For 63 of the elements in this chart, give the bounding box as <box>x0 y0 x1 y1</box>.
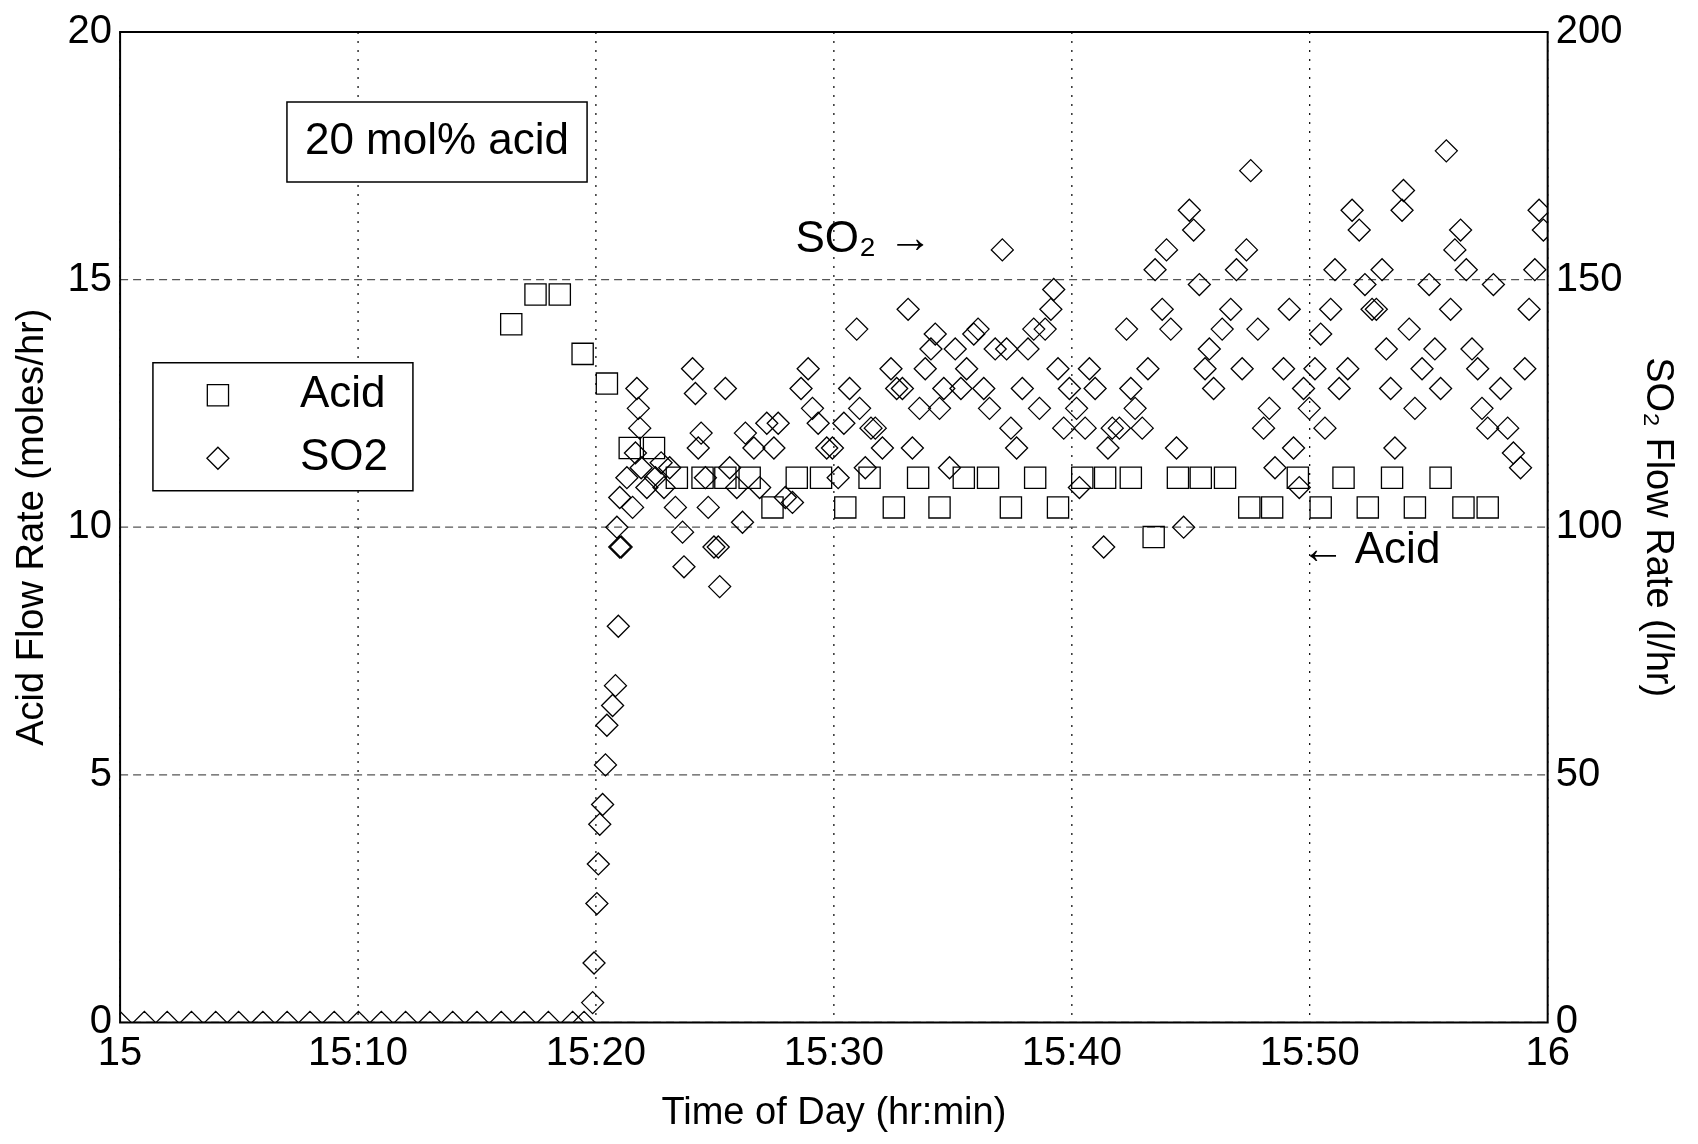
point <box>761 496 784 519</box>
point <box>906 466 930 489</box>
point <box>1213 466 1237 489</box>
point <box>834 496 857 519</box>
y2-tick-label: 200 <box>1555 7 1623 52</box>
point <box>1452 496 1475 519</box>
y2-axis-title: SO₂ Flow Rate (l/hr) <box>1638 357 1681 698</box>
point <box>809 466 833 489</box>
legend-label: SO2 <box>299 430 388 480</box>
y2-tick-label: 100 <box>1555 502 1623 547</box>
y-tick-label: 5 <box>89 749 113 794</box>
point <box>1476 496 1499 519</box>
x-axis-title: Time of Day (hr:min) <box>661 1089 1007 1132</box>
x-tick-label: 15:30 <box>783 1029 884 1074</box>
x-tick-label: 15:20 <box>545 1029 646 1074</box>
point <box>714 466 737 489</box>
point <box>1142 525 1165 549</box>
point <box>595 372 619 395</box>
annotation: 20 mol% acid <box>304 114 570 164</box>
x-tick-label: 15:10 <box>308 1029 409 1074</box>
point <box>785 466 809 489</box>
annotation: SO₂ → <box>795 212 933 262</box>
point <box>691 466 714 489</box>
point <box>618 436 641 460</box>
point <box>1309 496 1332 519</box>
point <box>1332 466 1355 489</box>
y2-tick-label: 50 <box>1555 749 1601 794</box>
point <box>1260 496 1284 519</box>
point <box>882 496 906 519</box>
x-tick-label: 15:50 <box>1259 1029 1360 1074</box>
point <box>1380 466 1404 489</box>
y-tick-label: 20 <box>67 7 113 52</box>
y-axis-title: Acid Flow Rate (moles/hr) <box>9 308 52 746</box>
y-tick-label: 10 <box>67 502 113 547</box>
point <box>738 466 761 489</box>
point <box>524 283 547 306</box>
point <box>1403 496 1427 519</box>
point <box>665 466 689 489</box>
point <box>1166 466 1190 489</box>
point <box>928 496 951 519</box>
point <box>1023 466 1047 489</box>
point <box>1119 466 1143 489</box>
point <box>976 466 1000 489</box>
point <box>1046 496 1070 519</box>
point <box>1429 466 1452 489</box>
point <box>1071 466 1094 489</box>
y2-tick-label: 150 <box>1555 254 1623 299</box>
legend-label: Acid <box>299 367 386 417</box>
point <box>858 466 881 489</box>
point <box>1189 466 1213 489</box>
point <box>499 312 523 336</box>
y-tick-label: 15 <box>67 254 113 299</box>
point <box>952 466 976 489</box>
point <box>571 342 594 366</box>
point <box>1356 496 1380 519</box>
point <box>1286 466 1310 489</box>
point <box>1238 496 1261 519</box>
annotation: ← Acid <box>1300 523 1441 573</box>
point <box>642 436 666 460</box>
point <box>1093 466 1117 489</box>
point <box>548 283 572 306</box>
point <box>999 496 1023 519</box>
x-tick-label: 15:40 <box>1021 1029 1122 1074</box>
